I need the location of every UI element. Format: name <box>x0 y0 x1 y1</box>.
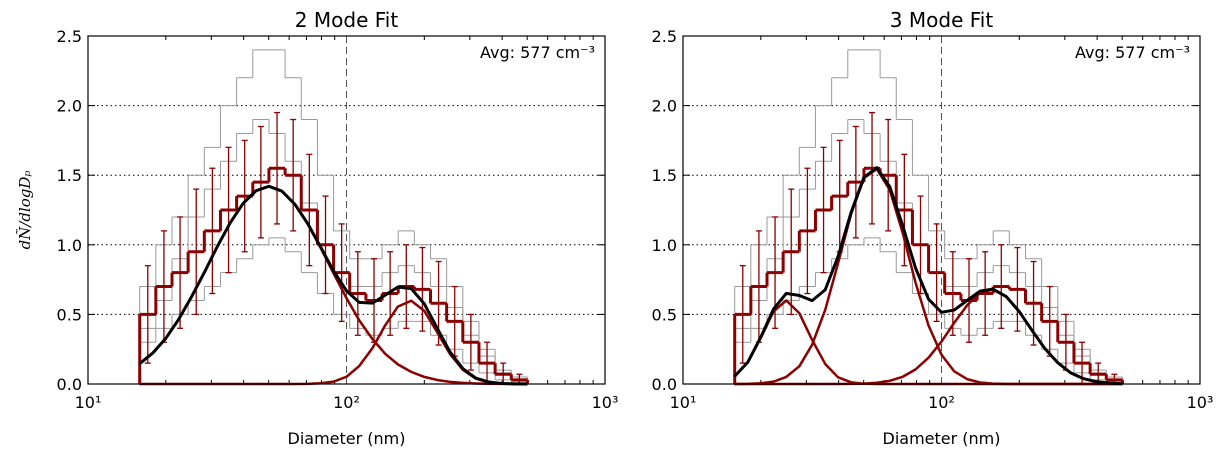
y-tick-label: 2.5 <box>652 27 677 46</box>
y-tick-label: 0.5 <box>57 305 82 324</box>
plot-area <box>87 35 606 386</box>
y-tick-label: 2.0 <box>57 97 82 116</box>
y-tick-label: 1.0 <box>652 236 677 255</box>
axes-frame <box>682 35 1201 385</box>
y-tick-label: 2.5 <box>57 27 82 46</box>
fit-curve <box>138 184 528 386</box>
y-tick-label: 0.5 <box>652 305 677 324</box>
x-tick-label: 10² <box>928 393 955 412</box>
y-tick-label: 1.5 <box>652 166 677 185</box>
y-axis-label: dÑ/dlogDₚ <box>16 171 34 250</box>
x-tick-label: 10³ <box>1187 393 1214 412</box>
x-axis-label: Diameter (nm) <box>288 429 406 448</box>
chart-title: 3 Mode Fit <box>890 8 994 32</box>
fit-curve <box>733 166 1123 386</box>
x-tick-label: 10³ <box>592 393 619 412</box>
x-tick-label: 10¹ <box>670 393 697 412</box>
chart-title: 2 Mode Fit <box>295 8 399 32</box>
x-axis-label: Diameter (nm) <box>883 429 1001 448</box>
y-tick-label: 1.5 <box>57 166 82 185</box>
y-tick-label: 1.0 <box>57 236 82 255</box>
x-tick-label: 10¹ <box>75 393 102 412</box>
annotation: Avg: 577 cm⁻³ <box>480 43 595 62</box>
x-tick-label: 10² <box>333 393 360 412</box>
plot-area <box>682 35 1201 386</box>
annotation: Avg: 577 cm⁻³ <box>1075 43 1190 62</box>
y-tick-label: 0.0 <box>57 375 82 394</box>
y-tick-label: 0.0 <box>652 375 677 394</box>
axes-frame <box>87 35 606 385</box>
y-tick-label: 2.0 <box>652 97 677 116</box>
